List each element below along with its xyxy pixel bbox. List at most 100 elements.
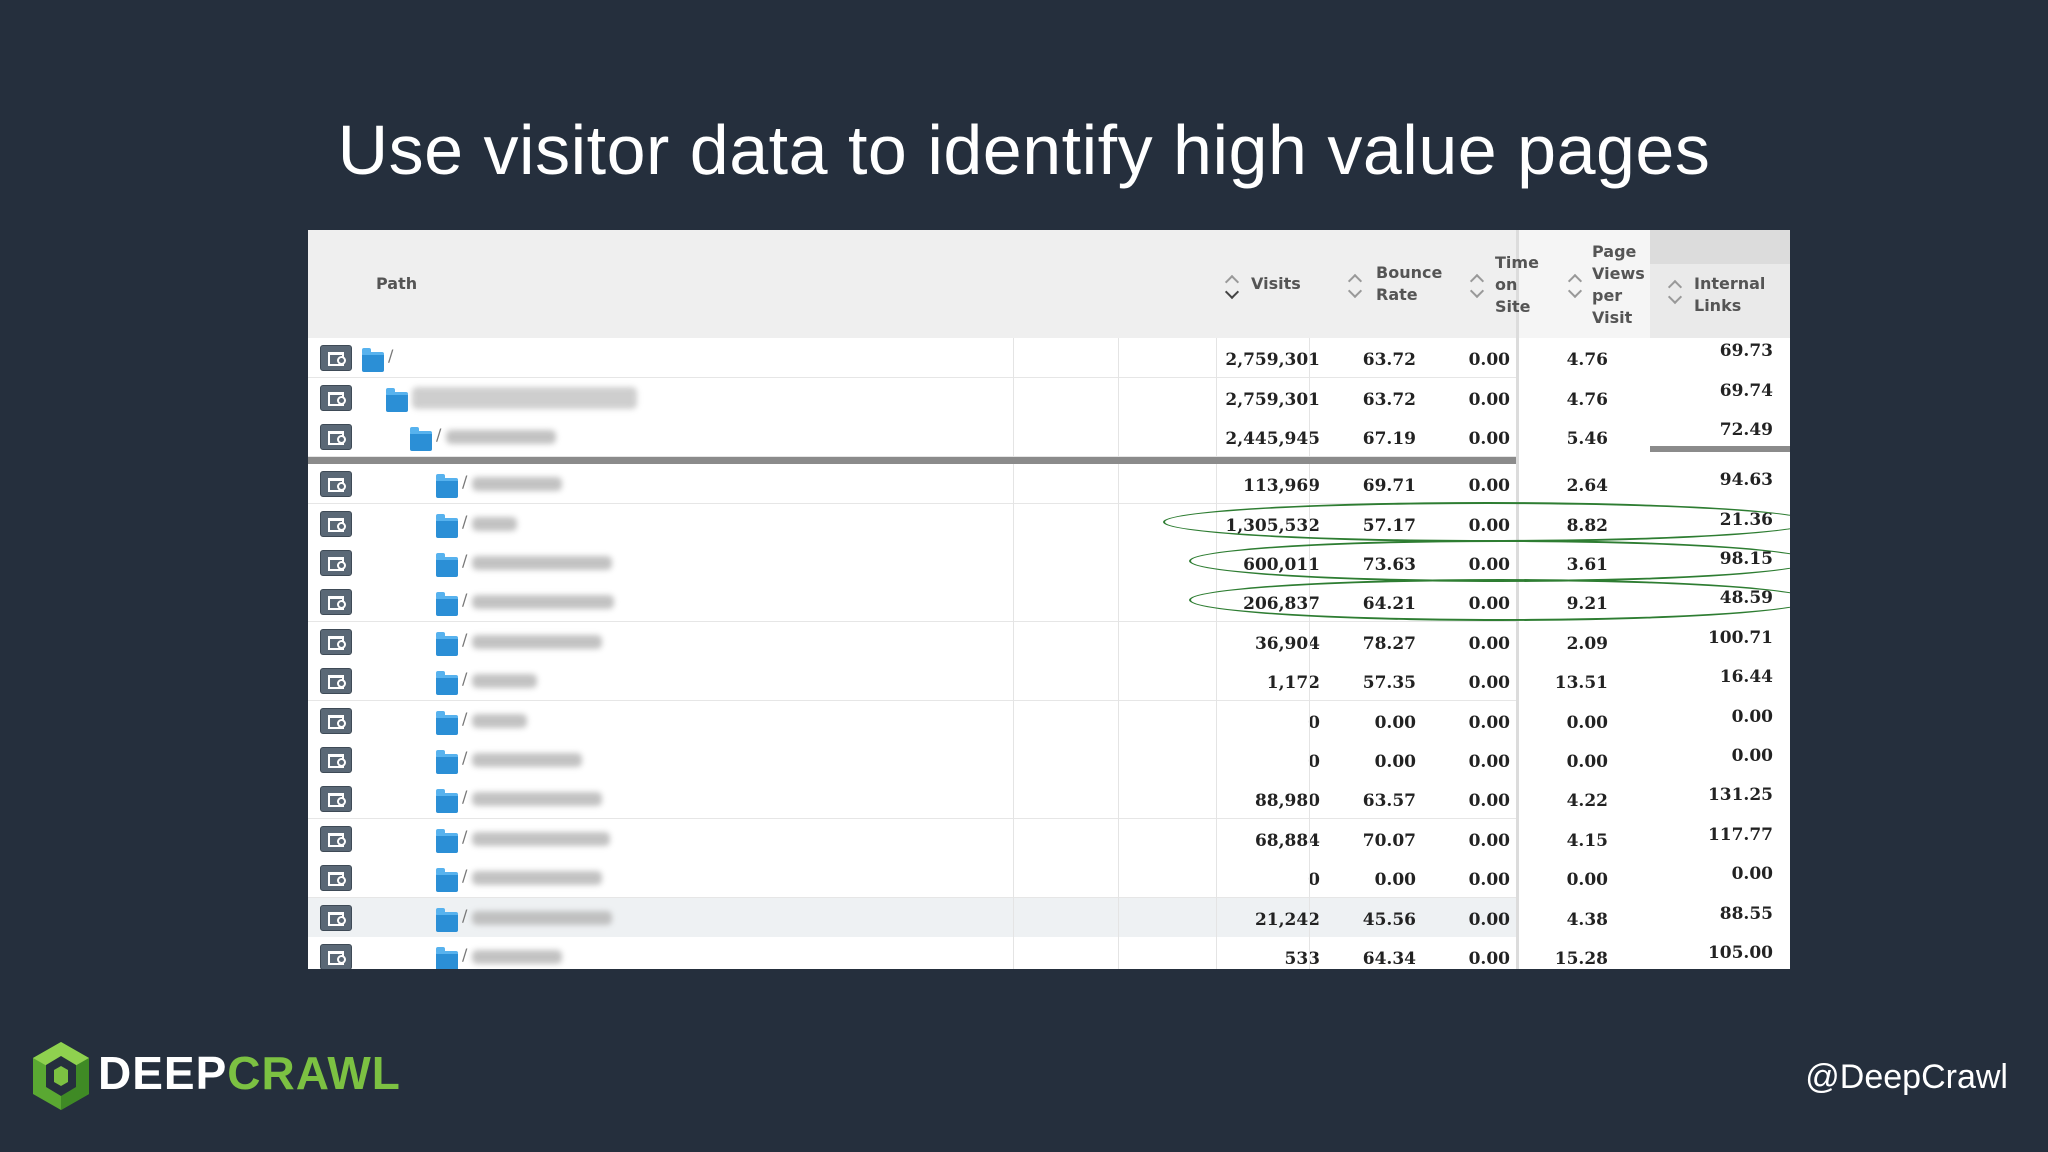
path-text[interactable]: /: [462, 630, 468, 649]
time-on-site-cell: 0.00: [1468, 910, 1510, 930]
page-views-cell: 2.09: [1566, 634, 1608, 654]
internal-links-header-line2: Links: [1694, 296, 1742, 315]
time-on-site-header-line2: on: [1495, 275, 1518, 294]
page-views-header[interactable]: Page Views per Visit: [1592, 241, 1645, 329]
row-details-button[interactable]: [320, 865, 352, 891]
internal-links-header[interactable]: Internal Links: [1694, 273, 1765, 317]
internal-links-sort-icon[interactable]: [1666, 278, 1684, 306]
bounce-rate-cell: 0.00: [1374, 752, 1416, 772]
slide-title: Use visitor data to identify high value …: [337, 111, 1711, 189]
page-views-header-line1: Page: [1592, 242, 1637, 261]
row-details-button[interactable]: [320, 944, 352, 969]
time-on-site-cell: 0.00: [1468, 752, 1510, 772]
path-text[interactable]: /: [462, 906, 468, 925]
row-details-button[interactable]: [320, 786, 352, 812]
folder-icon: [436, 632, 458, 656]
visits-header[interactable]: Visits: [1251, 274, 1301, 293]
page-views-cell: 4.38: [1566, 910, 1608, 930]
row-details-button[interactable]: [320, 345, 352, 371]
path-text[interactable]: /: [462, 827, 468, 846]
row-details-button[interactable]: [320, 668, 352, 694]
page-views-header-line4: Visit: [1592, 308, 1633, 327]
path-text[interactable]: /: [388, 346, 394, 365]
page-views-sort-icon[interactable]: [1566, 272, 1584, 300]
visits-sort-icon[interactable]: [1223, 273, 1241, 301]
deepcrawl-hexagon-icon: [33, 1042, 89, 1110]
highlight-oval: [1189, 540, 1790, 582]
redacted-path: [472, 674, 537, 688]
bounce-rate-cell: 63.72: [1362, 350, 1416, 370]
time-on-site-cell: 0.00: [1468, 713, 1510, 733]
path-header[interactable]: Path: [376, 274, 418, 293]
logo-word-crawl: CRAWL: [227, 1047, 401, 1099]
redacted-path: [472, 871, 602, 885]
page-views-cell: 15.28: [1554, 949, 1608, 969]
page-views-cell: 4.22: [1566, 791, 1608, 811]
internal-links-cell: 0.00: [1731, 864, 1773, 884]
path-text[interactable]: /: [462, 669, 468, 688]
visits-cell: 1,172: [1266, 673, 1320, 693]
row-details-button[interactable]: [320, 511, 352, 537]
internal-links-cell: 105.00: [1707, 943, 1773, 963]
time-on-site-sort-icon[interactable]: [1468, 272, 1486, 300]
folder-icon: [410, 427, 432, 451]
bounce-rate-cell: 0.00: [1374, 870, 1416, 890]
path-text[interactable]: /: [462, 512, 468, 531]
folder-icon: [362, 348, 384, 372]
deepcrawl-logo: DEEPCRAWL: [30, 1040, 400, 1120]
visits-cell: 2,445,945: [1225, 429, 1320, 449]
time-on-site-cell: 0.00: [1468, 634, 1510, 654]
row-details-button[interactable]: [320, 385, 352, 411]
redacted-path: [472, 950, 562, 964]
path-text[interactable]: /: [462, 748, 468, 767]
row-details-button[interactable]: [320, 589, 352, 615]
bounce-rate-cell: 0.00: [1374, 713, 1416, 733]
table-row[interactable]: [308, 338, 1516, 378]
internal-links-cell: 72.49: [1719, 420, 1773, 440]
path-text[interactable]: /: [436, 425, 442, 444]
folder-icon: [436, 474, 458, 498]
path-text[interactable]: /: [462, 709, 468, 728]
internal-links-header-line1: Internal: [1694, 274, 1766, 293]
redacted-path: [472, 911, 612, 925]
column-gridline: [1013, 338, 1014, 969]
visits-cell: 2,759,301: [1225, 390, 1320, 410]
path-text[interactable]: /: [462, 472, 468, 491]
internal-links-cell: 69.74: [1719, 381, 1773, 401]
time-on-site-cell: 0.00: [1468, 673, 1510, 693]
internal-links-cell: 0.00: [1731, 746, 1773, 766]
path-text[interactable]: /: [462, 866, 468, 885]
row-details-button[interactable]: [320, 747, 352, 773]
redacted-path: [472, 714, 527, 728]
internal-links-cell: 16.44: [1719, 667, 1773, 687]
page-views-cell: 0.00: [1566, 752, 1608, 772]
path-text[interactable]: /: [462, 945, 468, 964]
bounce-rate-cell: 64.34: [1362, 949, 1416, 969]
visits-cell: 0: [1308, 713, 1320, 733]
redacted-path: [472, 477, 562, 491]
path-text[interactable]: /: [462, 590, 468, 609]
row-details-button[interactable]: [320, 550, 352, 576]
folder-icon: [436, 711, 458, 735]
path-text[interactable]: /: [462, 551, 468, 570]
path-text[interactable]: /: [462, 787, 468, 806]
folder-icon: [436, 789, 458, 813]
row-details-button[interactable]: [320, 424, 352, 450]
row-details-button[interactable]: [320, 826, 352, 852]
redacted-path: [472, 635, 602, 649]
row-details-button[interactable]: [320, 708, 352, 734]
bounce-rate-sort-icon[interactable]: [1346, 272, 1364, 300]
row-details-button[interactable]: [320, 905, 352, 931]
bounce-rate-cell: 67.19: [1362, 429, 1416, 449]
folder-icon: [386, 388, 408, 412]
page-views-cell: 0.00: [1566, 713, 1608, 733]
page-views-cell: 0.00: [1566, 870, 1608, 890]
bounce-rate-cell: 63.72: [1362, 390, 1416, 410]
time-on-site-header[interactable]: Time on Site: [1495, 252, 1539, 318]
bounce-rate-cell: 70.07: [1362, 831, 1416, 851]
row-details-button[interactable]: [320, 471, 352, 497]
row-details-button[interactable]: [320, 629, 352, 655]
folder-icon: [436, 750, 458, 774]
time-on-site-cell: 0.00: [1468, 870, 1510, 890]
bounce-rate-header[interactable]: Bounce Rate: [1376, 262, 1442, 306]
